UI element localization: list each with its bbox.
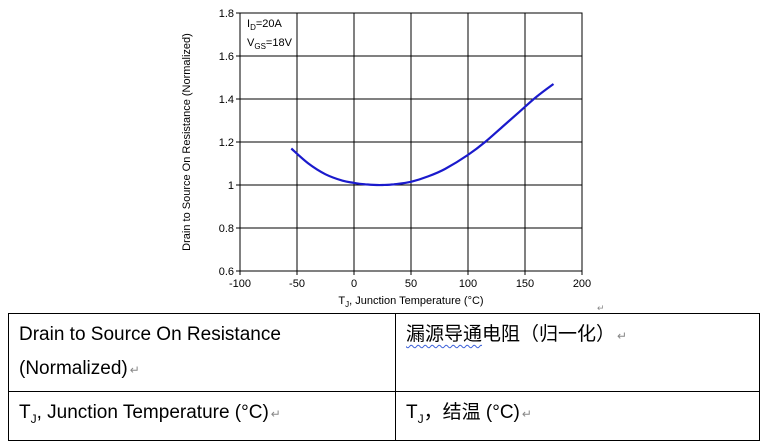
grid bbox=[240, 13, 582, 271]
x-axis-label: TJ, Junction Temperature (°C) bbox=[338, 295, 483, 309]
term-en-line2: (Normalized) bbox=[19, 358, 128, 379]
y-axis-label: Drain to Source On Resistance (Normalize… bbox=[181, 33, 193, 251]
term-en-sub: J bbox=[30, 411, 37, 426]
term-zh-part-a: 漏源导通 bbox=[406, 324, 483, 345]
y-tick-label: 1.2 bbox=[219, 137, 234, 149]
y-tick-label: 1.8 bbox=[219, 8, 234, 20]
y-tick-label: 1.4 bbox=[219, 94, 234, 106]
term-table: Drain to Source On Resistance (Normalize… bbox=[8, 313, 760, 441]
table-cell-zh: TJ，结温 (°C) ↵ bbox=[395, 391, 760, 441]
table-cell-zh: 漏源导通电阻（归一化） ↵ bbox=[395, 313, 760, 392]
table-cell-en: Drain to Source On Resistance (Normalize… bbox=[8, 313, 396, 392]
chart: 0.60.811.21.41.61.8 -100 -50 0 50 100 150 200 … bbox=[181, 8, 605, 312]
return-mark: ↵ bbox=[617, 329, 628, 343]
annotation-vgs: VGS=18V bbox=[247, 37, 293, 51]
term-en-rest: , Junction Temperature (°C) bbox=[36, 402, 269, 423]
return-mark: ↵ bbox=[521, 407, 532, 421]
term-en-main: T bbox=[19, 402, 31, 423]
x-tick-label: -50 bbox=[289, 278, 305, 290]
x-axis-ticks: -100 -50 0 50 100 150 200 bbox=[229, 271, 591, 290]
x-tick-label: 50 bbox=[405, 278, 417, 290]
table-row: Drain to Source On Resistance (Normalize… bbox=[8, 313, 760, 392]
x-tick-label: 0 bbox=[351, 278, 357, 290]
y-tick-label: 0.6 bbox=[219, 266, 234, 278]
y-tick-label: 0.8 bbox=[219, 223, 234, 235]
y-axis-ticks: 0.6 0.8 1 1.2 1.4 1.6 1.8 bbox=[219, 8, 240, 278]
x-tick-label: -100 bbox=[229, 278, 251, 290]
term-zh-rest: ，结温 (°C) bbox=[423, 402, 520, 423]
term-zh-sub: J bbox=[417, 411, 424, 426]
term-en-line1: Drain to Source On Resistance bbox=[19, 324, 281, 345]
paragraph-mark-chart: ↵ bbox=[597, 303, 605, 312]
series-line bbox=[290, 83, 555, 187]
term-zh-main: T bbox=[406, 402, 418, 423]
return-mark: ↵ bbox=[129, 363, 140, 377]
y-tick-label: 1.6 bbox=[219, 51, 234, 63]
x-tick-label: 100 bbox=[459, 278, 477, 290]
x-tick-label: 200 bbox=[573, 278, 591, 290]
x-tick-label: 150 bbox=[516, 278, 534, 290]
return-mark: ↵ bbox=[270, 407, 281, 421]
table-cell-en: TJ, Junction Temperature (°C) ↵ bbox=[8, 391, 396, 441]
table-row: TJ, Junction Temperature (°C) ↵ TJ，结温 (°C… bbox=[8, 391, 760, 441]
term-zh-part-b: 电阻（归一化） bbox=[482, 324, 616, 345]
y-tick-label: 1 bbox=[228, 180, 234, 192]
annotation-id: ID=20A bbox=[247, 18, 283, 32]
